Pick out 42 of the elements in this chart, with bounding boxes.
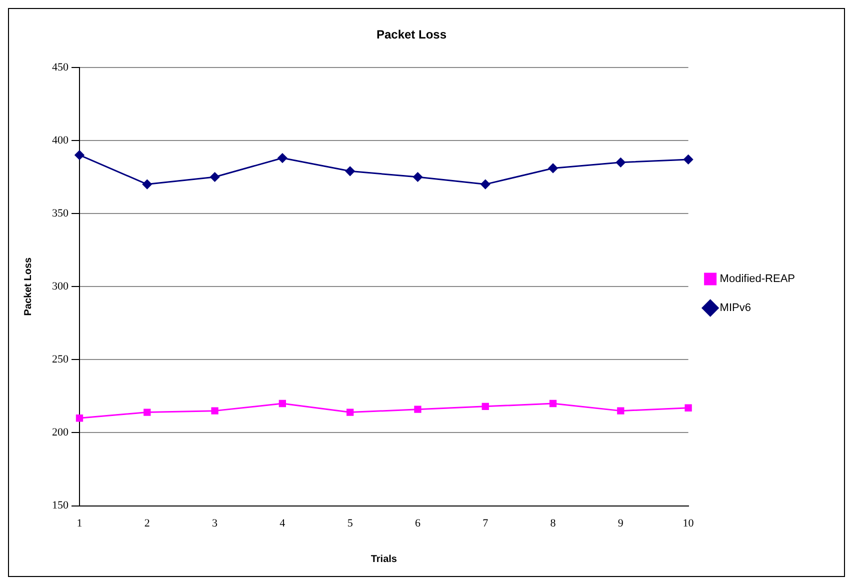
point	[278, 400, 286, 408]
x-tick-label: 5	[347, 517, 354, 530]
point	[211, 407, 218, 414]
x-tick-label: 2	[144, 517, 150, 530]
point	[142, 180, 152, 190]
y-tick-label: 300	[52, 280, 69, 292]
point	[346, 408, 354, 416]
point	[548, 163, 558, 173]
y-tick-label: 150	[52, 500, 69, 512]
legend-label: Modified-REAP	[720, 273, 796, 286]
point	[210, 172, 220, 182]
point	[278, 153, 288, 163]
x-axis-title: Trials	[370, 554, 398, 565]
x-tick-label: 9	[618, 517, 624, 530]
x-tick-label: 10	[682, 517, 694, 530]
point	[345, 166, 355, 176]
y-tick-label: 350	[52, 207, 69, 220]
y-tick-label: 450	[52, 61, 69, 74]
x-tick-label: 4	[280, 517, 286, 530]
point	[617, 407, 624, 414]
x-tick-label: 7	[482, 517, 489, 530]
point	[684, 404, 692, 412]
y-tick-label: 250	[52, 354, 69, 366]
point	[76, 414, 84, 422]
point	[412, 172, 422, 182]
point	[74, 150, 84, 160]
x-tick-label: 1	[76, 517, 82, 530]
point	[684, 154, 694, 164]
point	[549, 400, 557, 408]
point	[616, 158, 626, 168]
x-tick-label: 8	[550, 517, 556, 530]
y-tick-label: 400	[52, 134, 69, 146]
point	[480, 180, 490, 190]
y-tick-label: 200	[52, 426, 69, 439]
point	[414, 406, 422, 413]
chart-title: Packet Loss	[376, 28, 447, 42]
x-tick-label: 3	[212, 517, 218, 530]
point	[144, 408, 151, 416]
x-tick-label: 6	[414, 517, 421, 530]
legend-label: MIPv6	[720, 302, 751, 314]
point	[482, 402, 489, 410]
y-axis-title: Packet Loss	[22, 256, 34, 316]
